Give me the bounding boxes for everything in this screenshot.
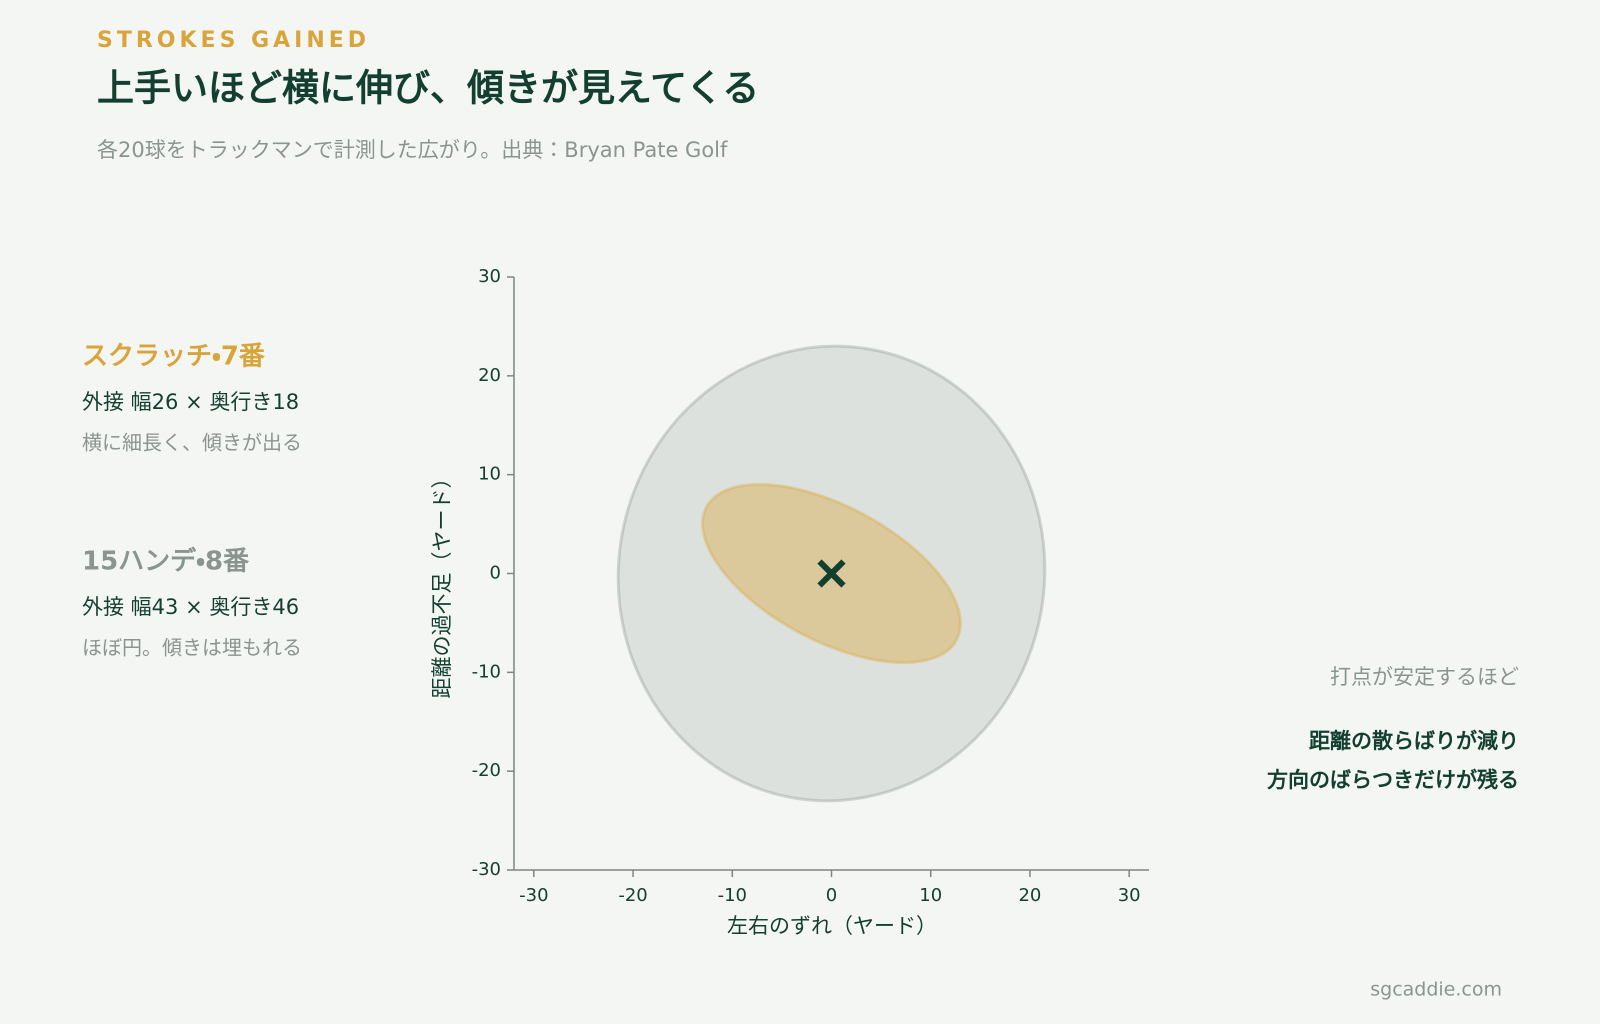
chart-title: 上手いほど横に伸び、傾きが見えてくる	[97, 67, 759, 110]
legend-name: 15ハンデ・8番	[82, 546, 250, 577]
y-axis-label: 距離の過不足（ヤード）	[430, 468, 454, 699]
annotation: 距離の散らばりが減り	[1309, 729, 1519, 753]
x-tick-label: -20	[618, 885, 647, 906]
x-tick-label: 10	[919, 885, 942, 906]
y-tick-label: -20	[472, 760, 501, 781]
x-tick-label: 20	[1018, 885, 1041, 906]
legend-label: 外接 幅26 × 奥行き18	[82, 390, 299, 414]
legend-note: 横に細長く、傾きが出る	[82, 431, 302, 455]
x-tick-label: -10	[718, 885, 747, 906]
y-tick-label: 10	[478, 464, 501, 485]
subtitle: 各20球をトラックマンで計測した広がり。出典：Bryan Pate Golf	[97, 138, 728, 162]
y-tick-label: 20	[478, 365, 501, 386]
y-tick-label: 0	[490, 563, 501, 584]
y-tick-label: 30	[478, 266, 501, 287]
eyebrow: STROKES GAINED	[97, 28, 370, 53]
annotation: 打点が安定するほど	[1330, 665, 1519, 689]
x-axis-label: 左右のずれ（ヤード）	[727, 914, 937, 938]
footer: sgcaddie.com	[1370, 979, 1502, 1001]
annotation: 方向のばらつきだけが残る	[1267, 768, 1519, 792]
legend-note: ほぼ円。傾きは埋もれる	[82, 636, 302, 660]
y-tick-label: -30	[472, 859, 501, 880]
legend-label: 外接 幅43 × 奥行き46	[82, 595, 299, 619]
x-tick-label: 30	[1118, 885, 1141, 906]
x-tick-label: 0	[826, 885, 837, 906]
y-tick-label: -10	[472, 661, 501, 682]
target-marker	[817, 559, 846, 588]
legend-name: スクラッチ・7番	[82, 342, 266, 372]
x-tick-label: -30	[519, 885, 548, 906]
